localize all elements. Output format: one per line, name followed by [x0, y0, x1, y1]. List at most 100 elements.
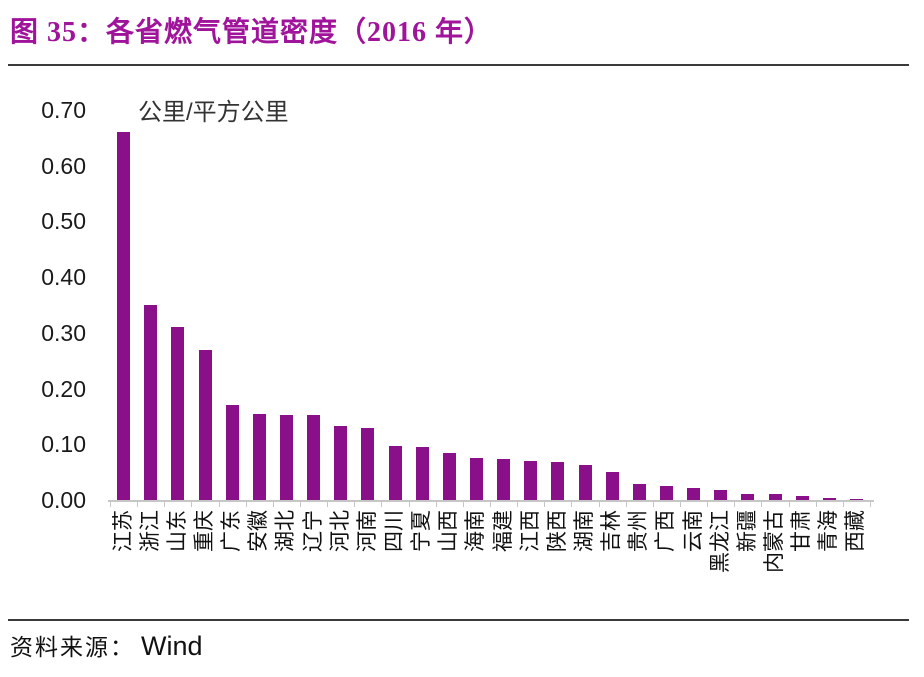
- chart-bar: [253, 414, 266, 500]
- y-tick-label: 0.60: [41, 152, 86, 179]
- chart-bar: [443, 453, 456, 500]
- x-axis-tick: [327, 501, 328, 507]
- x-axis-tick: [707, 501, 708, 507]
- chart-bar: [171, 327, 184, 500]
- x-axis-tick: [137, 501, 138, 507]
- x-axis-line: [108, 500, 874, 502]
- x-axis-tick: [354, 501, 355, 507]
- x-axis-tick: [300, 501, 301, 507]
- x-category-label: 湖南: [573, 510, 596, 552]
- chart-bar: [796, 496, 809, 500]
- x-axis-tick: [381, 501, 382, 507]
- x-axis-tick: [843, 501, 844, 507]
- chart-bar: [741, 494, 754, 500]
- x-category-label: 浙江: [139, 510, 162, 552]
- chart-bar: [823, 498, 836, 500]
- x-category-label: 新疆: [736, 510, 759, 552]
- chart-bar: [226, 405, 239, 500]
- x-axis-tick: [870, 501, 871, 507]
- chart-bar: [389, 446, 402, 500]
- chart-bar: [416, 447, 429, 500]
- chart-bar: [334, 426, 347, 500]
- x-axis-tick: [599, 501, 600, 507]
- x-axis-tick: [653, 501, 654, 507]
- x-category-label: 内蒙古: [763, 510, 786, 573]
- x-category-label: 海南: [464, 510, 487, 552]
- x-category-label: 广西: [654, 510, 677, 552]
- x-axis-tick: [246, 501, 247, 507]
- x-axis-tick: [219, 501, 220, 507]
- x-axis-tick: [164, 501, 165, 507]
- y-tick-label: 0.70: [41, 97, 86, 123]
- chart-bar: [470, 458, 483, 500]
- y-tick-label: 0.40: [41, 264, 86, 291]
- x-category-label: 河北: [329, 510, 352, 552]
- chart-bar: [606, 472, 619, 500]
- chart-bar: [633, 484, 646, 500]
- x-axis-tick: [816, 501, 817, 507]
- x-axis-tick: [436, 501, 437, 507]
- x-category-label: 江西: [519, 510, 542, 552]
- x-category-label: 宁夏: [410, 510, 433, 552]
- y-tick-label: 0.00: [41, 487, 86, 513]
- x-category-label: 吉林: [600, 510, 623, 552]
- x-category-label: 西藏: [844, 510, 867, 552]
- x-axis-tick: [680, 501, 681, 507]
- chart-bar: [687, 488, 700, 500]
- x-category-label: 四川: [383, 510, 406, 552]
- x-category-label: 陕西: [546, 510, 569, 552]
- x-axis-tick: [626, 501, 627, 507]
- x-axis-tick: [463, 501, 464, 507]
- chart-bar: [551, 462, 564, 500]
- x-axis-tick: [517, 501, 518, 507]
- chart-bar: [144, 305, 157, 500]
- chart-bar: [361, 428, 374, 500]
- y-tick-label: 0.20: [41, 375, 86, 402]
- source-divider: [8, 619, 909, 621]
- chart-bar: [850, 499, 863, 500]
- x-axis-tick: [789, 501, 790, 507]
- x-axis-tick: [571, 501, 572, 507]
- chart-bar: [714, 490, 727, 500]
- x-category-label: 江苏: [112, 510, 135, 552]
- y-tick-label: 0.10: [41, 431, 86, 458]
- x-category-label: 山西: [437, 510, 460, 552]
- x-category-label: 福建: [492, 510, 515, 552]
- chart-bar: [280, 415, 293, 500]
- x-category-label: 黑龙江: [709, 510, 732, 573]
- x-axis-tick: [191, 501, 192, 507]
- y-axis-unit-label: 公里/平方公里: [138, 99, 289, 126]
- source-line: 资料来源： Wind: [10, 628, 203, 662]
- x-axis-tick: [409, 501, 410, 507]
- x-category-label: 山东: [166, 510, 189, 552]
- x-axis-tick: [110, 501, 111, 507]
- x-axis-tick: [734, 501, 735, 507]
- x-category-label: 湖北: [274, 510, 297, 552]
- x-axis-tick: [273, 501, 274, 507]
- y-tick-label: 0.50: [41, 208, 86, 235]
- x-category-label: 贵州: [627, 510, 650, 552]
- chart-bar: [660, 486, 673, 500]
- x-category-label: 广东: [220, 510, 243, 552]
- chart-bar: [497, 459, 510, 500]
- source-label: 资料来源：: [10, 635, 135, 660]
- y-tick-label: 0.30: [41, 319, 86, 346]
- chart-bar: [199, 350, 212, 500]
- chart-bar: [769, 494, 782, 500]
- x-category-label: 甘肃: [790, 510, 813, 552]
- x-category-label: 重庆: [193, 510, 216, 552]
- x-category-label: 河南: [356, 510, 379, 552]
- x-category-label: 辽宁: [302, 510, 325, 552]
- x-category-label: 安徽: [247, 510, 270, 552]
- title-divider: [8, 64, 909, 66]
- chart-bar: [524, 461, 537, 500]
- x-category-label: 青海: [817, 510, 840, 552]
- chart-bar: [579, 465, 592, 500]
- chart-bar: [117, 132, 130, 500]
- x-category-label: 云南: [682, 510, 705, 552]
- x-axis-tick: [490, 501, 491, 507]
- x-axis-tick: [761, 501, 762, 507]
- figure-title: 图 35：各省燃气管道密度（2016 年）: [10, 17, 494, 48]
- chart-bar: [307, 415, 320, 500]
